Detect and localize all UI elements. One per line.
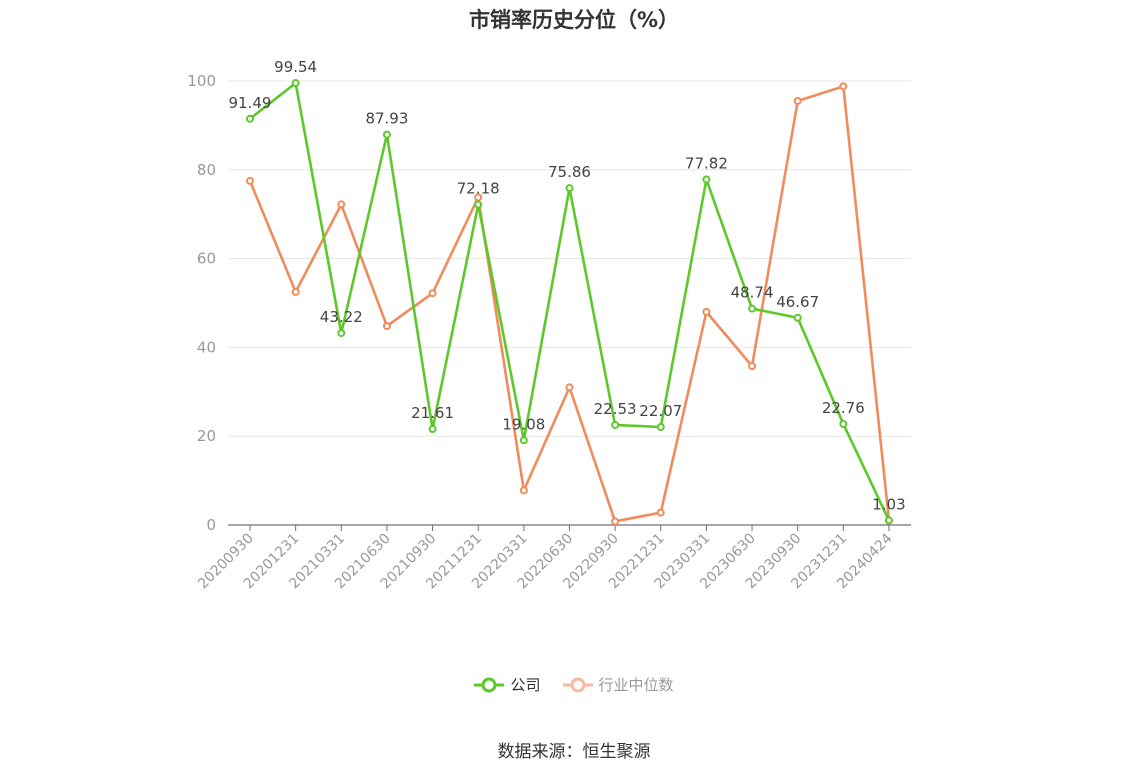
chart-legend: 公司 行业中位数 <box>0 674 1148 695</box>
data-label-company: 1.03 <box>872 495 905 513</box>
data-label-company: 21.61 <box>411 404 454 422</box>
data-point-company <box>884 516 893 525</box>
data-source: 数据来源：恒生聚源 <box>497 742 651 762</box>
data-point-industry <box>246 176 254 185</box>
legend-item-industry[interactable]: 行业中位数 <box>562 674 674 695</box>
data-point-company <box>793 313 802 322</box>
data-point-company <box>382 130 391 139</box>
data-point-industry <box>656 508 665 517</box>
data-point-industry <box>611 517 620 526</box>
y-tick-label: 80 <box>197 161 216 179</box>
data-point-industry <box>474 193 483 202</box>
data-point-company <box>474 200 483 209</box>
data-point-industry <box>565 383 574 392</box>
data-point-industry <box>428 289 437 298</box>
y-tick-label: 60 <box>197 250 216 268</box>
data-point-company <box>748 304 757 313</box>
data-label-company: 19.08 <box>502 415 545 433</box>
data-point-company <box>519 436 528 445</box>
data-point-company <box>656 423 665 432</box>
data-point-company <box>839 419 848 428</box>
data-point-industry <box>702 307 711 316</box>
data-point-industry <box>748 362 757 371</box>
grid-lines <box>228 80 911 437</box>
data-label-company: 75.86 <box>548 163 591 181</box>
data-point-company <box>428 425 437 434</box>
series-lines <box>246 79 893 526</box>
legend-company-label: 公司 <box>510 676 541 694</box>
data-point-company <box>702 175 711 184</box>
data-label-company: 87.93 <box>365 110 408 128</box>
chart-title: 市销率历史分位（%） <box>468 8 680 32</box>
legend-industry-label: 行业中位数 <box>598 676 674 694</box>
data-label-company: 77.82 <box>685 154 728 172</box>
y-tick-label: 20 <box>197 427 216 445</box>
data-point-industry <box>793 96 802 105</box>
data-label-company: 22.07 <box>639 402 682 420</box>
data-label-company: 46.67 <box>776 293 819 311</box>
data-point-company <box>565 184 574 193</box>
legend-industry-marker-icon <box>562 677 593 692</box>
data-label-company: 99.54 <box>274 58 317 76</box>
data-point-company <box>611 420 620 429</box>
data-label-company: 22.53 <box>594 400 637 418</box>
legend-company-marker-icon <box>474 677 505 692</box>
data-point-company <box>337 329 346 338</box>
data-label-company: 48.74 <box>731 284 774 302</box>
data-point-industry <box>382 322 391 331</box>
data-point-industry <box>839 82 848 91</box>
data-point-company <box>246 114 254 123</box>
data-point-company <box>291 79 300 88</box>
data-label-company: 43.22 <box>320 308 363 326</box>
data-point-industry <box>291 287 300 296</box>
data-point-industry <box>519 486 528 495</box>
data-label-company: 72.18 <box>457 180 500 198</box>
y-tick-label: 40 <box>197 338 216 356</box>
y-tick-label: 100 <box>187 72 216 90</box>
data-label-company: 91.49 <box>229 94 272 112</box>
data-label-company: 22.76 <box>822 399 865 417</box>
legend-item-company[interactable]: 公司 <box>474 674 541 695</box>
y-tick-label: 0 <box>206 516 216 534</box>
data-point-industry <box>337 200 346 209</box>
